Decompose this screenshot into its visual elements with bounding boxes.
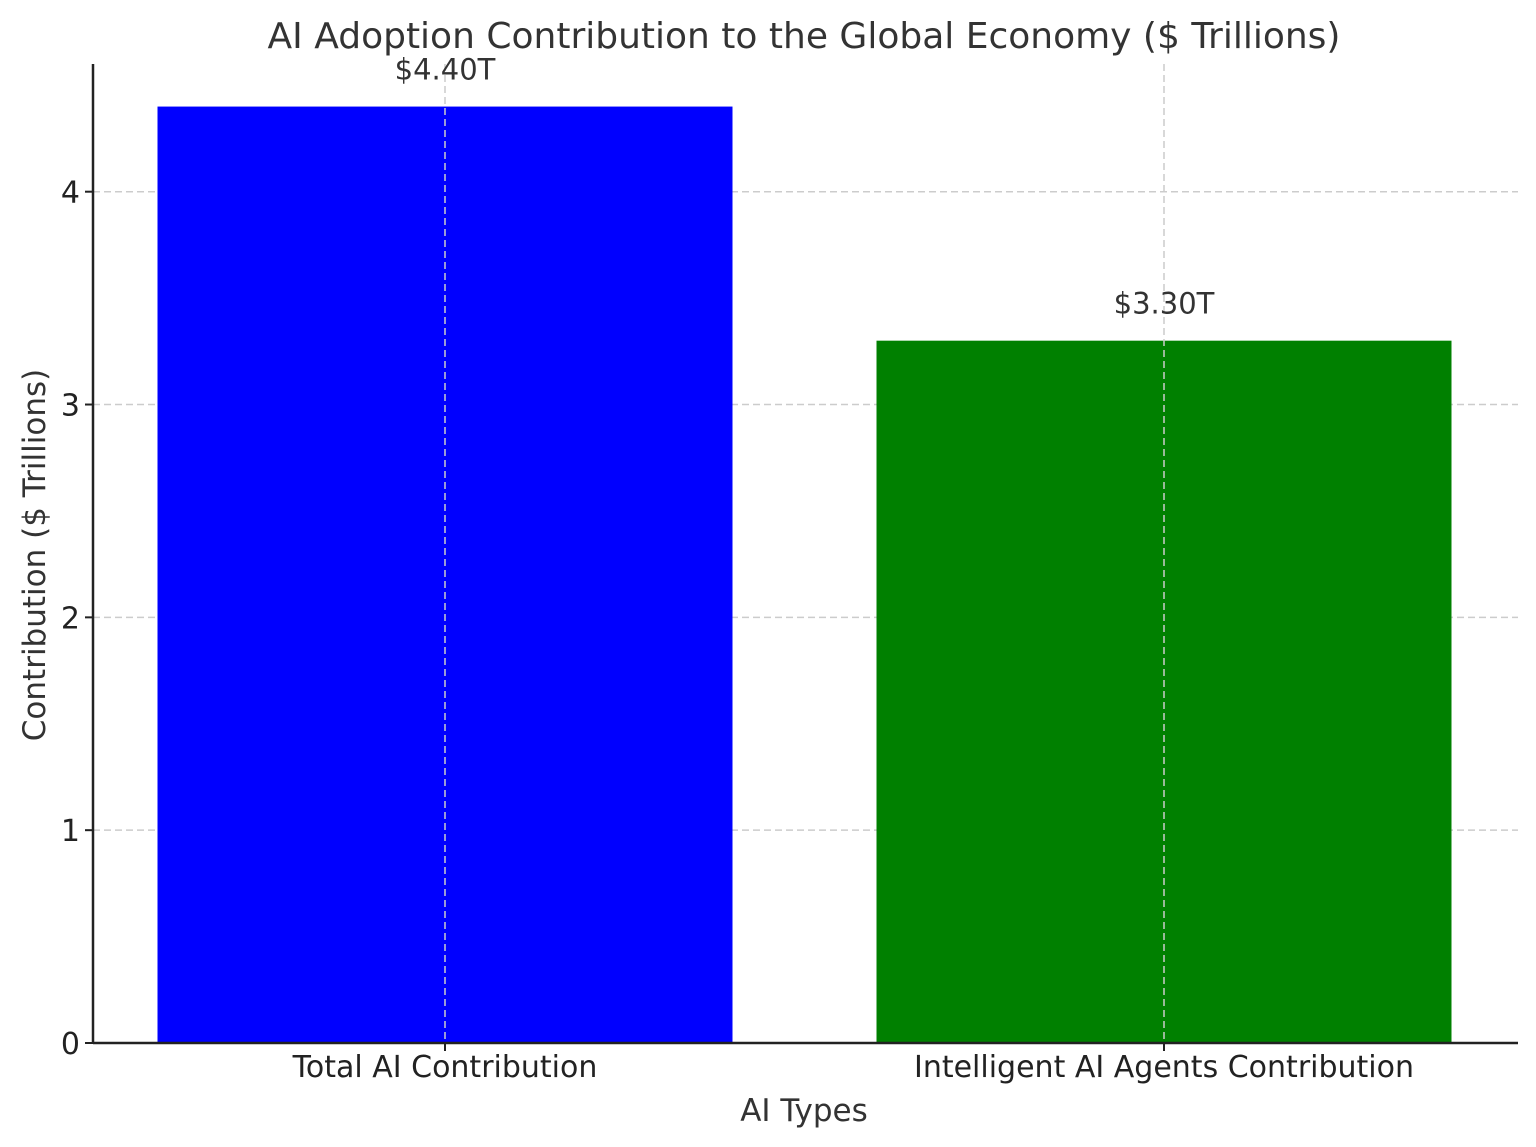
y-ticks: 0 1 2 3 4 xyxy=(61,176,93,1062)
vertical-gridlines xyxy=(444,64,1165,1043)
y-tick-label-2: 2 xyxy=(61,601,80,636)
chart-title: AI Adoption Contribution to the Global E… xyxy=(268,16,1341,57)
x-tick-label-2: Intelligent AI Agents Contribution xyxy=(914,1050,1414,1085)
y-tick-label-1: 1 xyxy=(61,814,80,849)
data-label-1: $4.40T xyxy=(395,53,496,87)
y-tick-label-0: 0 xyxy=(61,1027,80,1062)
bars xyxy=(157,106,1452,1044)
y-tick-label-4: 4 xyxy=(61,176,80,211)
data-label-2: $3.30T xyxy=(1114,287,1215,321)
x-ticks: Total AI Contribution Intelligent AI Agen… xyxy=(292,1043,1414,1085)
y-axis-label: Contribution ($ Trillions) xyxy=(17,369,53,741)
y-tick-label-3: 3 xyxy=(61,389,80,424)
x-axis-label: AI Types xyxy=(740,1093,868,1129)
x-tick-label-1: Total AI Contribution xyxy=(292,1050,598,1085)
data-labels: $4.40T $3.30T xyxy=(395,53,1215,321)
